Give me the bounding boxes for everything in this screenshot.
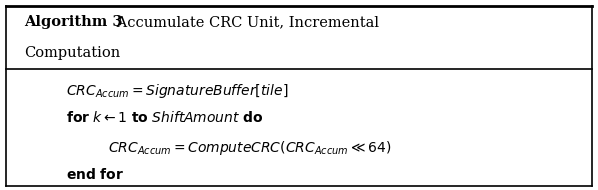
Text: $\mathbf{for}$ $k \leftarrow 1$ $\mathbf{to}$ $\mathit{ShiftAmount}$ $\mathbf{do: $\mathbf{for}$ $k \leftarrow 1$ $\mathbf… [66, 110, 263, 125]
Text: $\mathit{CRC}_{\mathit{Accum}} = \mathit{SignatureBuffer}[\mathit{tile}]$: $\mathit{CRC}_{\mathit{Accum}} = \mathit… [66, 82, 288, 100]
Text: $\mathit{CRC}_{\mathit{Accum}} = \mathit{ComputeCRC}(\mathit{CRC}_{\mathit{Accum: $\mathit{CRC}_{\mathit{Accum}} = \mathit… [108, 139, 391, 157]
Text: Computation: Computation [24, 46, 120, 60]
Text: $\mathbf{end\ for}$: $\mathbf{end\ for}$ [66, 167, 124, 182]
Text: Algorithm 3: Algorithm 3 [24, 15, 123, 29]
Text: Accumulate CRC Unit, Incremental: Accumulate CRC Unit, Incremental [112, 15, 379, 29]
